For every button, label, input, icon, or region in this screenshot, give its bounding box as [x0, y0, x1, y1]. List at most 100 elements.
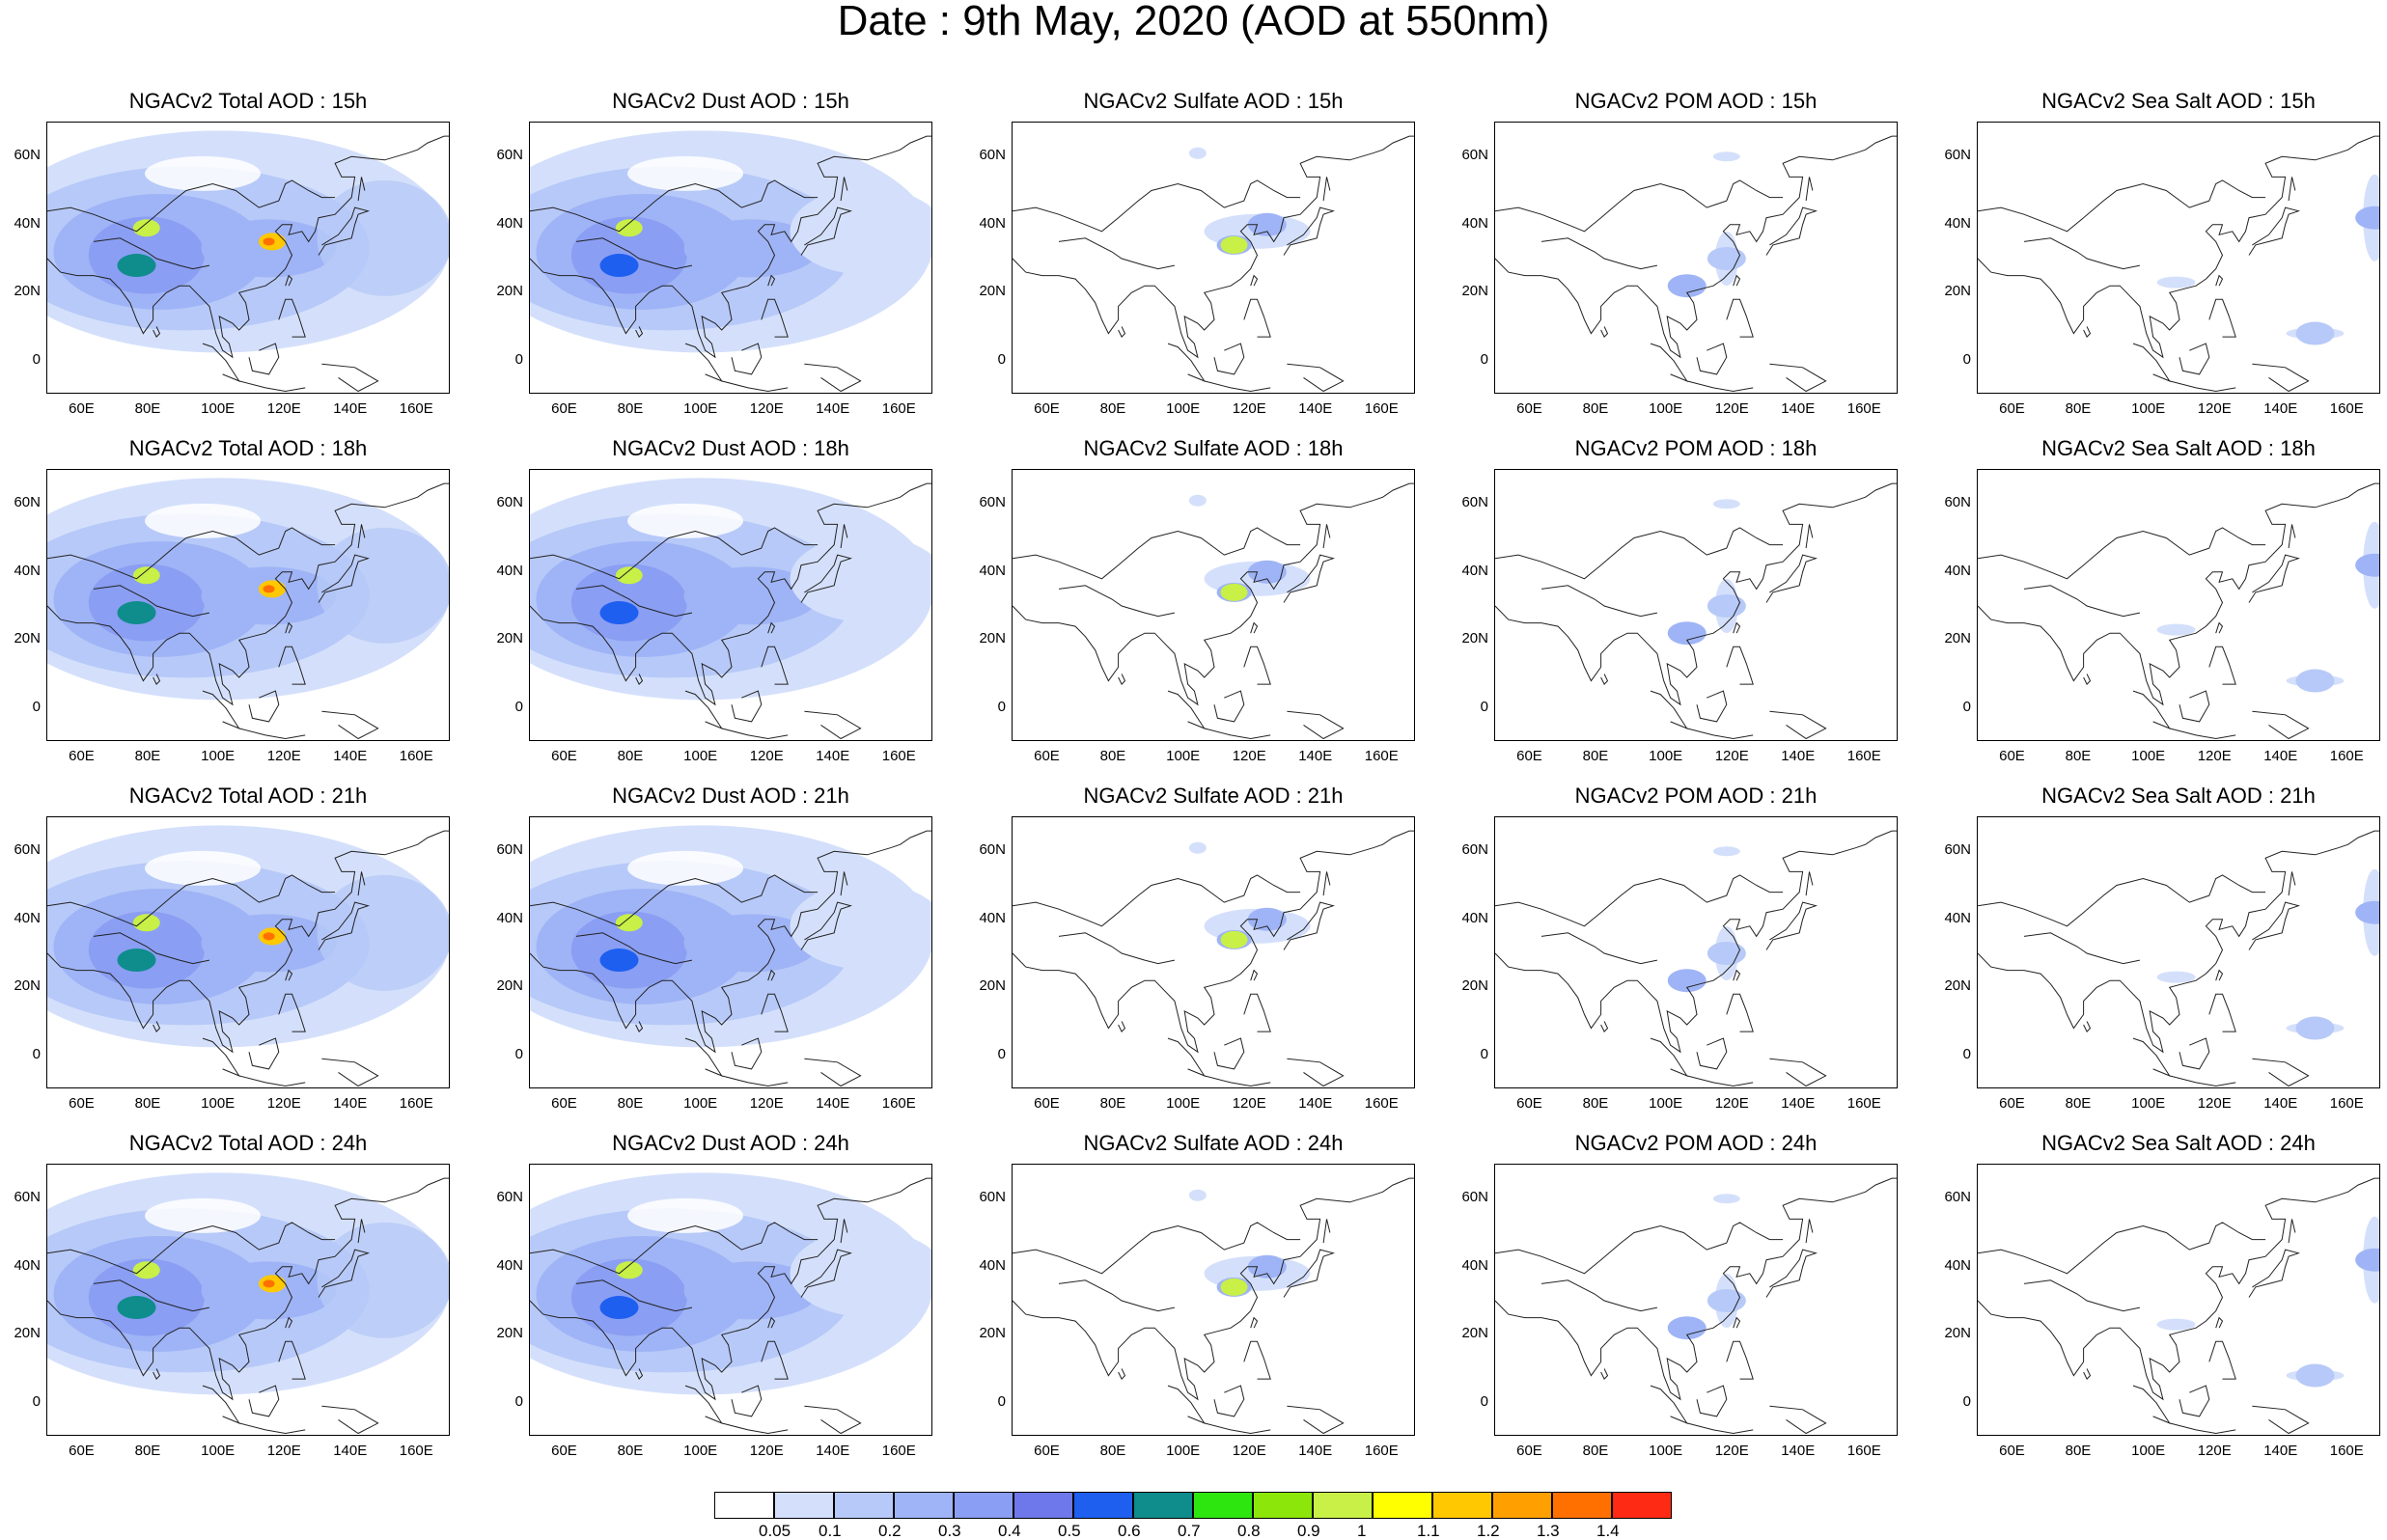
map-canvas: [1013, 482, 1414, 740]
lon-tick-label: 160E: [1846, 1095, 1881, 1112]
map-panel: [529, 1164, 932, 1436]
lat-tick-label: 0: [32, 1392, 41, 1410]
lon-tick-label: 120E: [749, 1443, 784, 1459]
coastline: [530, 874, 819, 927]
panel-title: NGACv2 Total AOD : 24h: [128, 1131, 368, 1155]
coastline: [2179, 690, 2210, 723]
map-panel: [1494, 816, 1898, 1088]
aod-field: [790, 882, 931, 970]
coastline: [278, 298, 306, 338]
coastline: [1726, 298, 1754, 338]
aod-field: [317, 527, 449, 644]
lon-tick-label: 100E: [201, 1443, 236, 1459]
lon-tick-label: 140E: [2263, 1095, 2298, 1112]
map-canvas: [1495, 482, 1897, 740]
aod-field: [1712, 151, 1740, 162]
lon-tick-label: 80E: [1582, 1443, 1609, 1459]
aod-field: [145, 155, 262, 191]
colorbar-swatch: [1492, 1492, 1552, 1519]
coastline: [721, 1422, 789, 1435]
aod-field: [1247, 560, 1287, 584]
aod-field: [1667, 274, 1707, 298]
map-canvas: [1978, 135, 2379, 393]
coastline: [1978, 874, 2266, 927]
lon-tick-label: 60E: [69, 1095, 95, 1112]
coastline: [153, 326, 161, 338]
aod-field: [1712, 499, 1740, 509]
lat-tick-label: 60N: [496, 841, 523, 859]
lon-tick-label: 120E: [1714, 748, 1749, 764]
map-canvas: [1978, 830, 2379, 1087]
coastline: [840, 177, 848, 202]
panel-title: NGACv2 Sulfate AOD : 21h: [1083, 784, 1344, 808]
lon-tick-label: 120E: [1232, 1443, 1266, 1459]
lat-tick-label: 20N: [1944, 1325, 1971, 1342]
lon-tick-label: 60E: [1999, 748, 2025, 764]
aod-field: [1667, 969, 1707, 993]
coastline: [2132, 1385, 2171, 1424]
coastline: [2179, 343, 2210, 375]
lat-tick-label: 20N: [979, 1325, 1006, 1342]
coastline: [1495, 527, 1784, 580]
map-canvas: [1978, 1177, 2379, 1435]
lat-tick-label: 60N: [14, 494, 41, 511]
coastline: [2208, 993, 2236, 1032]
coastline: [2208, 1340, 2236, 1380]
coastline: [2248, 1249, 2301, 1298]
lon-tick-label: 140E: [1781, 400, 1816, 417]
lon-tick-label: 80E: [617, 1095, 644, 1112]
colorbar-swatch: [714, 1492, 774, 1519]
aod-field: [599, 601, 639, 625]
aod-field: [627, 1197, 744, 1233]
map-panel: [46, 469, 450, 741]
coastline: [1978, 482, 2379, 706]
aod-field: [2355, 900, 2379, 924]
aod-field: [263, 237, 275, 246]
map-panel: [1012, 816, 1415, 1088]
coastline: [1686, 1422, 1754, 1435]
coastline: [1287, 1405, 1345, 1435]
aod-field: [317, 179, 449, 296]
lon-tick-label: 60E: [551, 1443, 577, 1459]
lat-tick-label: 20N: [1461, 283, 1488, 300]
colorbar-swatch: [894, 1492, 954, 1519]
aod-field: [145, 850, 262, 886]
coastline: [1322, 524, 1331, 549]
lat-tick-label: 0: [32, 698, 41, 715]
lat-tick-label: 20N: [979, 630, 1006, 647]
lat-tick-label: 60N: [496, 494, 523, 511]
lon-tick-label: 160E: [1364, 1095, 1399, 1112]
coastline: [575, 1279, 693, 1312]
coastline: [635, 674, 644, 685]
lon-tick-label: 140E: [333, 400, 368, 417]
coastline: [2023, 237, 2141, 270]
lat-tick-label: 20N: [1944, 977, 1971, 995]
lat-tick-label: 20N: [496, 283, 523, 300]
coastline: [2083, 1021, 2092, 1032]
aod-field: [683, 1261, 819, 1320]
lon-tick-label: 160E: [881, 1095, 916, 1112]
coastline: [1250, 1316, 1259, 1329]
coastline: [530, 830, 931, 1054]
aod-field: [570, 564, 687, 642]
lon-tick-label: 80E: [1582, 748, 1609, 764]
lon-tick-label: 120E: [266, 748, 301, 764]
aod-field: [1220, 1278, 1248, 1296]
lat-tick-label: 0: [997, 350, 1006, 368]
coastline: [1765, 901, 1818, 950]
map-canvas: [1978, 482, 2379, 740]
coastline: [47, 874, 336, 927]
coastline: [248, 690, 280, 723]
lat-tick-label: 60N: [1461, 147, 1488, 164]
aod-field: [88, 216, 205, 294]
lon-tick-label: 160E: [2329, 748, 2364, 764]
coastline: [318, 554, 371, 603]
coastline: [1805, 1219, 1814, 1244]
aod-field: [145, 503, 262, 538]
lat-tick-label: 20N: [14, 1325, 41, 1342]
coastline: [2169, 1075, 2236, 1087]
lon-tick-label: 120E: [1232, 400, 1266, 417]
coastline: [840, 871, 848, 896]
map-canvas: [47, 817, 449, 1087]
coastline: [1495, 135, 1897, 359]
